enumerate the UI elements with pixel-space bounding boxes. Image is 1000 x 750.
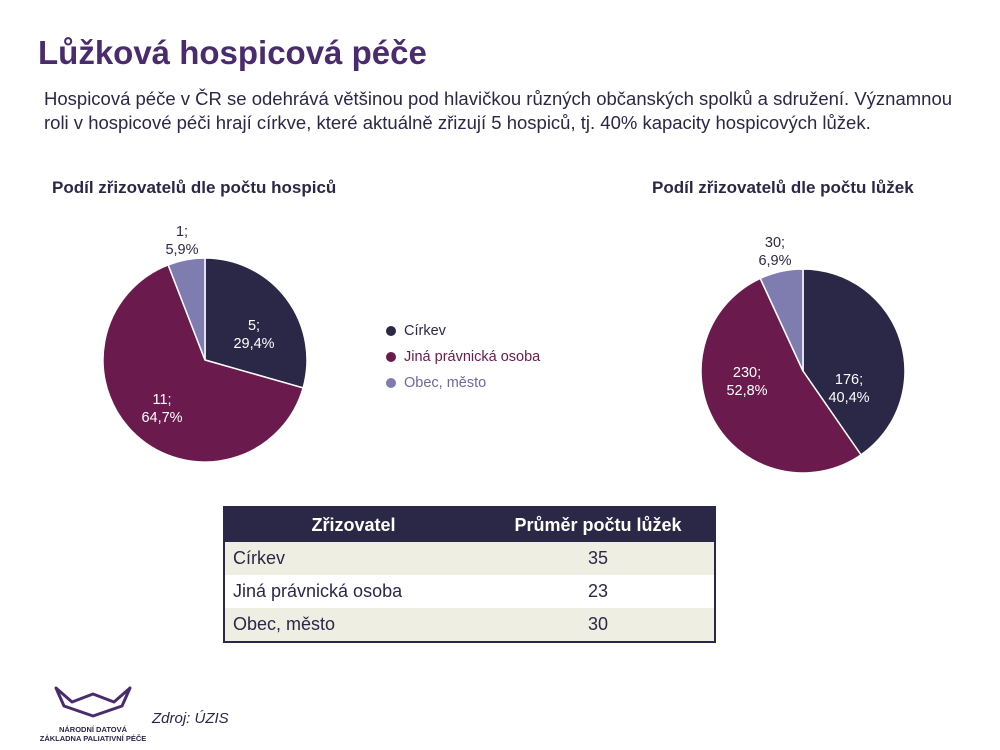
table-header-row: Zřizovatel Průměr počtu lůžek [224,507,715,542]
legend-swatch-jina [386,352,396,362]
table-cell: 35 [482,542,715,575]
table-cell: Jiná právnická osoba [224,575,483,608]
chart-title-hospices: Podíl zřizovatelů dle počtu hospiců [52,178,337,197]
pie-slice-cirkev [204,257,308,389]
data-label-obec: 30; 6,9% [758,235,791,269]
legend-label-obec: Obec, město [404,375,487,391]
legend-item-jina: Jiná právnická osoba [386,344,540,370]
table-cell: Církev [224,542,483,575]
source-note: Zdroj: ÚZIS [152,710,229,727]
logo: NÁRODNÍ DATOVÁ ZÁKLADNA PALIATIVNÍ PÉČE [38,684,148,743]
data-label-obec: 1; 5,9% [165,224,198,258]
intro-text: Hospicová péče v ČR se odehrává většinou… [44,88,953,133]
data-label-jina: 230; 52,8% [726,365,767,399]
logo-line-2: ZÁKLADNA PALIATIVNÍ PÉČE [39,734,147,743]
pie-slice-obec [167,257,206,361]
legend: Církev Jiná právnická osoba Obec, město [386,318,540,396]
data-label-cirkev: 176; 40,4% [828,372,869,406]
chart-title-beds: Podíl zřizovatelů dle počtu lůžek [652,178,914,197]
page-title: Lůžková hospicová péče [38,34,427,71]
table-cell: 23 [482,575,715,608]
table-cell: 30 [482,608,715,642]
legend-item-obec: Obec, město [386,370,540,396]
pie-slice-jina [102,263,305,463]
data-label-jina: 11; 64,7% [141,392,182,426]
table-header-cell: Zřizovatel [224,507,483,542]
table-row: Jiná právnická osoba 23 [224,575,715,608]
logo-line-1: NÁRODNÍ DATOVÁ [58,725,128,734]
logo-text: NÁRODNÍ DATOVÁ ZÁKLADNA PALIATIVNÍ PÉČE [38,725,148,743]
legend-swatch-obec [386,378,396,388]
legend-label-jina: Jiná právnická osoba [404,349,541,365]
data-label-cirkev: 5; 29,4% [233,318,274,352]
pie-slice-jina [700,277,863,474]
table-header-cell: Průměr počtu lůžek [482,507,715,542]
logo-mark-icon [54,686,132,718]
legend-label-cirkev: Církev [404,323,446,339]
legend-item-cirkev: Církev [386,318,540,344]
table-row: Obec, město 30 [224,608,715,642]
average-beds-table: Zřizovatel Průměr počtu lůžek Církev 35 … [223,506,716,643]
table-cell: Obec, město [224,608,483,642]
legend-swatch-cirkev [386,326,396,336]
pie-slice-cirkev [802,268,906,456]
pie-slice-obec [759,268,804,372]
table-row: Církev 35 [224,542,715,575]
